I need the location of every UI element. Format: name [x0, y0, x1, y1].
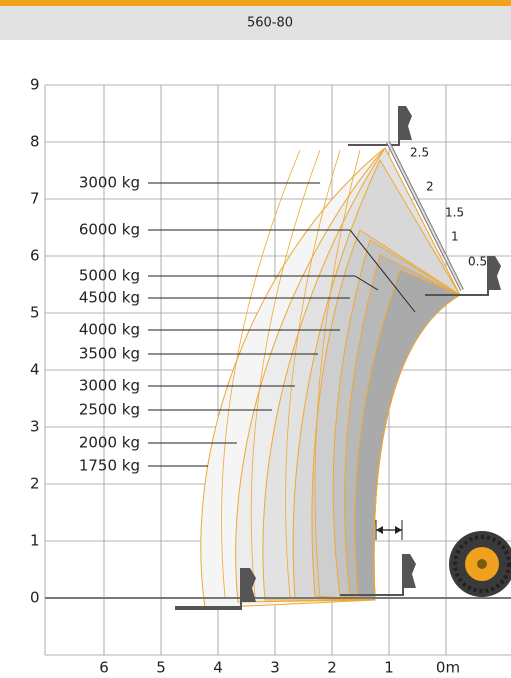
- y-axis-label: 5: [30, 304, 40, 322]
- x-axis-label: 1: [384, 659, 394, 677]
- x-axis-label: 3: [270, 659, 280, 677]
- top-bar: [0, 0, 511, 6]
- load-chart: 560-80 9 8 7 6 5 4 3 2 1 0 6 5 4 3 2 1 0m 3000 kg 6000 kg 5…: [0, 0, 511, 678]
- y-axis-label: 9: [30, 76, 40, 94]
- y-axis-label: 8: [30, 133, 40, 151]
- y-axis-label: 1: [30, 532, 40, 550]
- x-axis-label: 0m: [436, 659, 460, 677]
- y-axis-label: 2: [30, 475, 40, 493]
- y-axis-label: 4: [30, 361, 40, 379]
- extension-label: 1.5: [445, 206, 464, 220]
- fork-top: [348, 106, 412, 146]
- x-axis-label: 4: [213, 659, 223, 677]
- load-label: 4500 kg: [79, 289, 140, 307]
- y-axis-label: 6: [30, 247, 40, 265]
- extension-label: 2.5: [410, 146, 429, 160]
- y-axis-label: 0: [30, 589, 40, 607]
- load-label: 3500 kg: [79, 345, 140, 363]
- x-axis-label: 6: [99, 659, 109, 677]
- load-label: 3000 kg: [79, 174, 140, 192]
- load-label: 2500 kg: [79, 401, 140, 419]
- y-axis-label: 7: [30, 190, 40, 208]
- load-label: 2000 kg: [79, 434, 140, 452]
- y-axis-label: 3: [30, 418, 40, 436]
- x-axis-label: 5: [156, 659, 166, 677]
- extension-label: 2: [426, 180, 434, 194]
- extension-label: 0.5: [468, 255, 487, 269]
- load-label: 1750 kg: [79, 457, 140, 475]
- load-label: 5000 kg: [79, 267, 140, 285]
- header-title: 560-80: [247, 16, 293, 31]
- load-label: 3000 kg: [79, 377, 140, 395]
- extension-label: 1: [451, 230, 459, 244]
- load-label: 4000 kg: [79, 321, 140, 339]
- x-axis-label: 2: [327, 659, 337, 677]
- load-label: 6000 kg: [79, 221, 140, 239]
- load-zones: [201, 148, 460, 608]
